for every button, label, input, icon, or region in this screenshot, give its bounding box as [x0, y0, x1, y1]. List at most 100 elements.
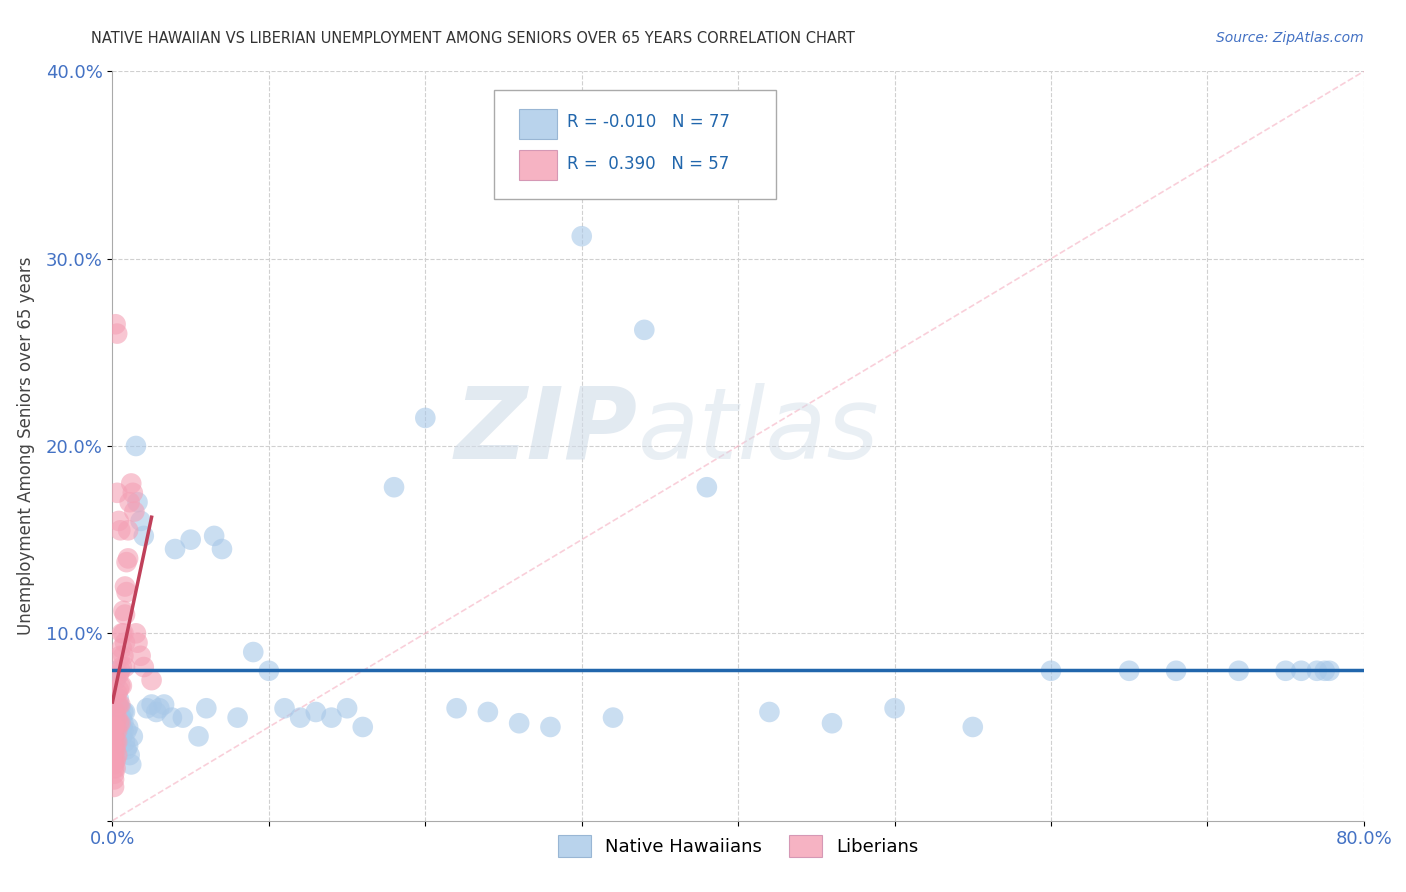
Point — [103, 742, 125, 756]
Point — [115, 723, 138, 738]
Point — [540, 720, 562, 734]
Point — [132, 660, 155, 674]
Point — [107, 720, 129, 734]
Point — [110, 524, 132, 538]
Point — [195, 701, 218, 715]
Point — [104, 742, 127, 756]
Point — [187, 730, 209, 744]
Point — [114, 580, 136, 594]
Point — [107, 716, 129, 731]
Point — [107, 692, 129, 706]
Point — [105, 747, 128, 762]
Point — [110, 648, 132, 663]
Point — [110, 730, 132, 744]
Point — [112, 648, 135, 663]
Point — [115, 742, 138, 756]
Point — [104, 716, 127, 731]
Point — [105, 326, 128, 341]
Point — [202, 529, 225, 543]
Point — [211, 542, 233, 557]
Point — [111, 626, 134, 640]
Point — [105, 705, 128, 719]
Point — [290, 710, 312, 724]
Point — [602, 710, 624, 724]
Point — [1227, 664, 1250, 678]
Point — [105, 701, 128, 715]
Point — [127, 495, 149, 509]
Point — [114, 705, 136, 719]
Point — [257, 664, 280, 678]
Point — [111, 660, 134, 674]
Point — [1274, 664, 1296, 678]
Point — [103, 747, 125, 762]
Point — [242, 645, 264, 659]
Point — [107, 701, 129, 715]
Point — [120, 757, 142, 772]
Legend: Native Hawaiians, Liberians: Native Hawaiians, Liberians — [551, 828, 925, 864]
Point — [1319, 664, 1341, 678]
Point — [107, 682, 129, 697]
Point — [110, 720, 132, 734]
Text: atlas: atlas — [638, 383, 880, 480]
Point — [118, 747, 141, 762]
Point — [148, 701, 170, 715]
Point — [110, 679, 132, 693]
Point — [117, 720, 139, 734]
Point — [104, 761, 127, 775]
Point — [112, 604, 135, 618]
Point — [110, 698, 132, 712]
Point — [163, 542, 186, 557]
Point — [477, 705, 499, 719]
Point — [105, 710, 128, 724]
Point — [114, 635, 136, 649]
Point — [508, 716, 530, 731]
Point — [111, 641, 134, 656]
Point — [125, 439, 148, 453]
Text: ZIP: ZIP — [456, 383, 638, 480]
Point — [415, 411, 437, 425]
Point — [115, 585, 138, 599]
Point — [103, 754, 125, 768]
Point — [111, 710, 134, 724]
Point — [104, 723, 127, 738]
Point — [1118, 664, 1140, 678]
Point — [107, 698, 129, 712]
Point — [226, 710, 249, 724]
Point — [446, 701, 468, 715]
Point — [118, 495, 141, 509]
Point — [104, 673, 127, 688]
Point — [103, 720, 125, 734]
Point — [103, 730, 125, 744]
Point — [883, 701, 905, 715]
FancyBboxPatch shape — [519, 150, 557, 180]
Point — [105, 735, 128, 749]
Point — [633, 323, 655, 337]
Point — [103, 761, 125, 775]
Point — [1313, 664, 1336, 678]
Point — [336, 701, 359, 715]
Point — [124, 505, 146, 519]
Point — [132, 529, 155, 543]
Point — [382, 480, 405, 494]
Text: Source: ZipAtlas.com: Source: ZipAtlas.com — [1216, 31, 1364, 45]
Point — [696, 480, 718, 494]
Text: R =  0.390   N = 57: R = 0.390 N = 57 — [567, 154, 728, 172]
Point — [107, 514, 129, 528]
Point — [117, 739, 139, 753]
Point — [112, 626, 135, 640]
Point — [105, 486, 128, 500]
Point — [111, 730, 134, 744]
Point — [103, 767, 125, 781]
Point — [153, 698, 176, 712]
Point — [104, 318, 127, 332]
Point — [135, 701, 157, 715]
Y-axis label: Unemployment Among Seniors over 65 years: Unemployment Among Seniors over 65 years — [17, 257, 35, 635]
Point — [321, 710, 343, 724]
Text: NATIVE HAWAIIAN VS LIBERIAN UNEMPLOYMENT AMONG SENIORS OVER 65 YEARS CORRELATION: NATIVE HAWAIIAN VS LIBERIAN UNEMPLOYMENT… — [91, 31, 855, 46]
Point — [105, 710, 128, 724]
Point — [112, 705, 135, 719]
Point — [114, 607, 136, 622]
FancyBboxPatch shape — [519, 109, 557, 139]
Point — [273, 701, 295, 715]
Point — [129, 514, 152, 528]
